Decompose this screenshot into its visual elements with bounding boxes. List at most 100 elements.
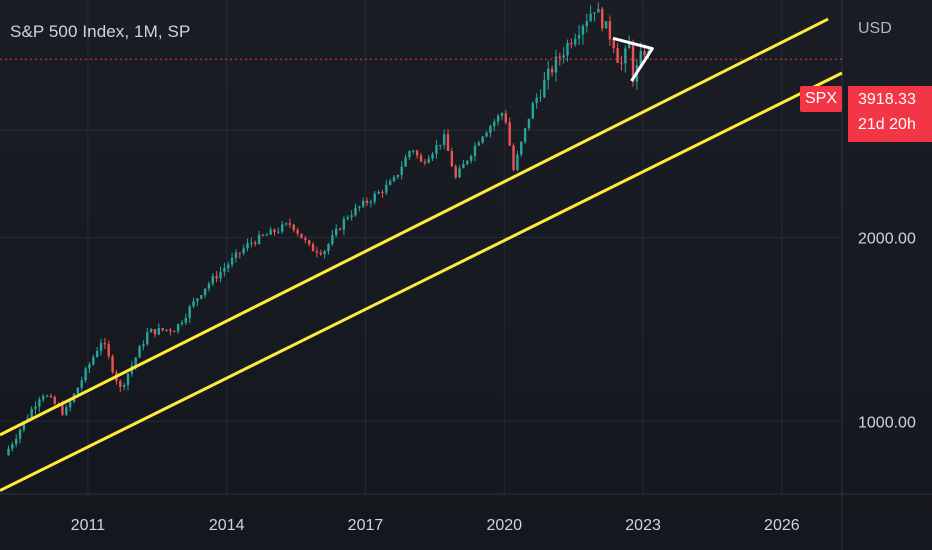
candle-body — [408, 151, 411, 158]
candle-body — [385, 184, 388, 193]
candle-body — [485, 132, 488, 137]
candle-body — [415, 150, 419, 156]
candle-body — [427, 158, 430, 163]
candle-body — [442, 134, 446, 145]
candle-body — [227, 264, 230, 269]
candle-body — [570, 42, 573, 45]
candle-body — [207, 283, 211, 289]
candle-body — [589, 13, 592, 22]
x-tick-label: 2026 — [764, 517, 800, 534]
candle-body — [161, 327, 164, 331]
candle-body — [454, 166, 457, 178]
candle-body — [95, 351, 99, 358]
candle-body — [157, 327, 161, 335]
candle-body — [381, 191, 384, 193]
candle-body — [22, 421, 26, 430]
candle-body — [284, 223, 288, 225]
candle-body — [550, 68, 554, 73]
candle-body — [165, 329, 168, 331]
candle-body — [126, 373, 130, 385]
candle-body — [462, 163, 465, 169]
candle-body — [612, 39, 615, 49]
candle-body — [493, 121, 496, 127]
candle-body — [520, 141, 523, 155]
last-price-label: 3918.33 21d 20h — [848, 86, 932, 142]
candle-body — [350, 215, 353, 218]
candle-body — [531, 103, 534, 119]
candle-body — [388, 181, 392, 185]
candle-body — [523, 128, 527, 142]
candle-body — [68, 401, 72, 408]
candle-body — [358, 206, 361, 208]
candle-body — [119, 380, 122, 387]
candle-body — [450, 150, 454, 167]
symbol-badge: SPX — [800, 86, 842, 112]
candle-body — [292, 224, 295, 230]
candle-body — [338, 228, 342, 230]
candle-body — [80, 380, 83, 388]
candle-body — [639, 51, 642, 66]
candle-body — [477, 142, 481, 146]
candle-body — [169, 329, 172, 332]
candle-body — [269, 229, 272, 235]
candle-body — [601, 8, 604, 29]
candle-body — [107, 344, 110, 357]
candle-body — [512, 145, 515, 171]
candle-body — [173, 331, 176, 333]
candle-body — [184, 317, 188, 323]
candle-body — [273, 229, 276, 233]
candle-body — [211, 276, 215, 284]
candle-body — [99, 343, 103, 352]
candle-body — [500, 113, 504, 116]
candle-body — [14, 438, 18, 445]
candle-body — [446, 134, 450, 151]
candle-body — [458, 168, 461, 178]
candle-body — [327, 244, 330, 252]
candle-body — [265, 234, 268, 236]
candle-body — [439, 144, 442, 146]
x-tick-label: 2014 — [209, 517, 245, 534]
candle-body — [311, 244, 315, 252]
candle-body — [200, 295, 203, 299]
x-tick-label: 2020 — [486, 517, 522, 534]
candle-body — [288, 223, 292, 225]
trendline — [0, 71, 843, 492]
candle-body — [142, 344, 145, 347]
candle-body — [111, 356, 114, 373]
candle-body — [419, 155, 423, 162]
candle-body — [92, 357, 95, 365]
candle-body — [558, 56, 561, 58]
candle-body — [88, 364, 91, 369]
candle-body — [527, 118, 531, 129]
candle-body — [41, 396, 45, 400]
candle-body — [103, 343, 107, 345]
candle-body — [308, 240, 311, 245]
candle-body — [377, 191, 380, 194]
candle-body — [319, 252, 322, 255]
candle-body — [643, 51, 646, 55]
candle-body — [543, 79, 546, 98]
candle-body — [392, 177, 396, 182]
candle-body — [577, 34, 581, 39]
candle-body — [215, 276, 218, 279]
candle-body — [620, 62, 623, 64]
candle-body — [516, 154, 519, 171]
candle-body — [257, 234, 261, 244]
candle-body — [574, 38, 577, 45]
candle-body — [219, 271, 222, 279]
candle-body — [261, 234, 265, 236]
candle-body — [624, 48, 627, 64]
candle-body — [11, 444, 14, 449]
candle-body — [373, 193, 376, 202]
candle-body — [431, 153, 434, 159]
candle-body — [246, 243, 249, 249]
candle-body — [323, 251, 326, 255]
x-tick-label: 2023 — [625, 517, 661, 534]
candle-body — [496, 115, 500, 122]
candle-body — [203, 288, 207, 296]
candle-body — [481, 136, 484, 143]
candle-body — [396, 174, 400, 178]
candle-body — [188, 306, 191, 318]
